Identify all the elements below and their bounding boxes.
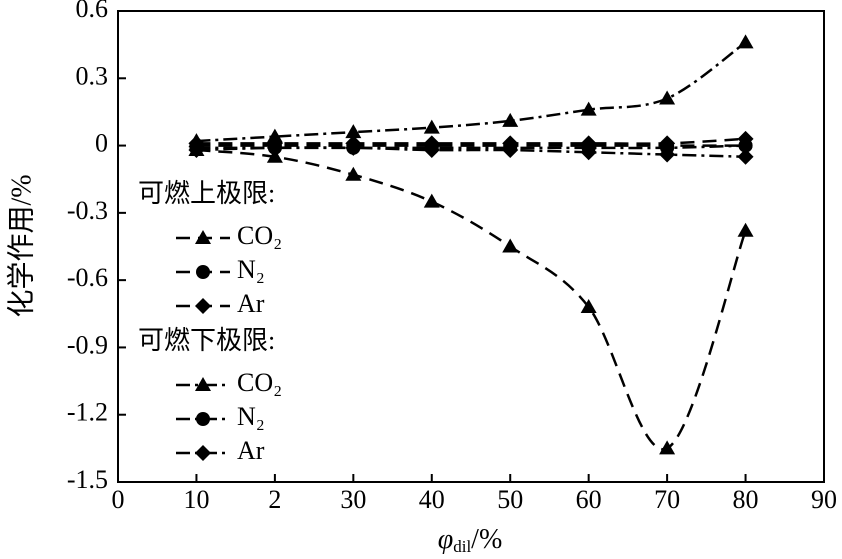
data-point [737, 222, 754, 237]
x-tick-label: 10 [183, 485, 209, 514]
data-point [423, 142, 440, 159]
x-tick-label: 40 [419, 485, 445, 514]
y-tick-label: -1.2 [67, 398, 108, 427]
x-tick-label: 70 [654, 485, 680, 514]
x-tick-label: 90 [811, 485, 837, 514]
x-axis-unit: /% [471, 524, 502, 555]
series-line [196, 148, 747, 451]
data-point [266, 139, 283, 156]
legend-marker [195, 230, 211, 244]
y-tick-label: -0.9 [67, 330, 108, 359]
x-tick-label: 2 [268, 485, 281, 514]
x-axis-title: φdil/% [438, 524, 503, 555]
data-point [659, 440, 676, 455]
series-line [196, 41, 747, 143]
x-tick-label: 80 [733, 485, 759, 514]
data-point [345, 166, 362, 181]
legend-group-title: 可燃下极限: [138, 326, 275, 355]
data-point [659, 90, 676, 105]
legend-label: CO₂ [237, 221, 282, 250]
x-tick-label: 50 [497, 485, 523, 514]
data-point [423, 193, 440, 208]
x-axis-subscript: dil [453, 537, 471, 556]
y-tick-label: -1.5 [67, 465, 108, 494]
data-point [266, 128, 283, 143]
legend-label: N₂ [237, 255, 265, 284]
data-point [345, 124, 362, 139]
data-point [502, 112, 519, 127]
x-tick-label: 30 [340, 485, 366, 514]
data-point [580, 299, 597, 314]
data-point [738, 138, 753, 153]
legend-label: Ar [237, 436, 265, 465]
y-tick-label: -0.3 [67, 196, 108, 225]
data-point [345, 139, 362, 156]
legend-group-title: 可燃上极限: [138, 179, 275, 208]
y-tick-label: -0.6 [67, 263, 108, 292]
data-point [737, 34, 754, 49]
data-point [423, 119, 440, 134]
legend-label: Ar [237, 289, 265, 318]
data-point [188, 142, 205, 159]
x-axis-symbol: φ [438, 524, 454, 555]
data-point [737, 148, 754, 165]
y-axis-title: 化学作用/% [5, 174, 37, 317]
legend-marker [195, 445, 211, 461]
legend-marker [196, 412, 210, 426]
legend-marker [195, 377, 211, 391]
legend-label: N₂ [237, 402, 265, 431]
legend-label: CO₂ [237, 368, 282, 397]
legend-marker [196, 265, 210, 279]
data-point [580, 101, 597, 116]
legend-marker [195, 298, 211, 314]
data-point [502, 238, 519, 253]
data-point [502, 142, 519, 159]
data-point [580, 144, 597, 161]
data-point [659, 146, 676, 163]
x-tick-label: 60 [576, 485, 602, 514]
plot-frame [117, 10, 825, 483]
x-tick-label: 0 [112, 485, 125, 514]
y-tick-label: 0.6 [76, 0, 109, 23]
y-tick-label: 0.3 [76, 61, 109, 90]
y-tick-label: 0 [95, 129, 108, 158]
